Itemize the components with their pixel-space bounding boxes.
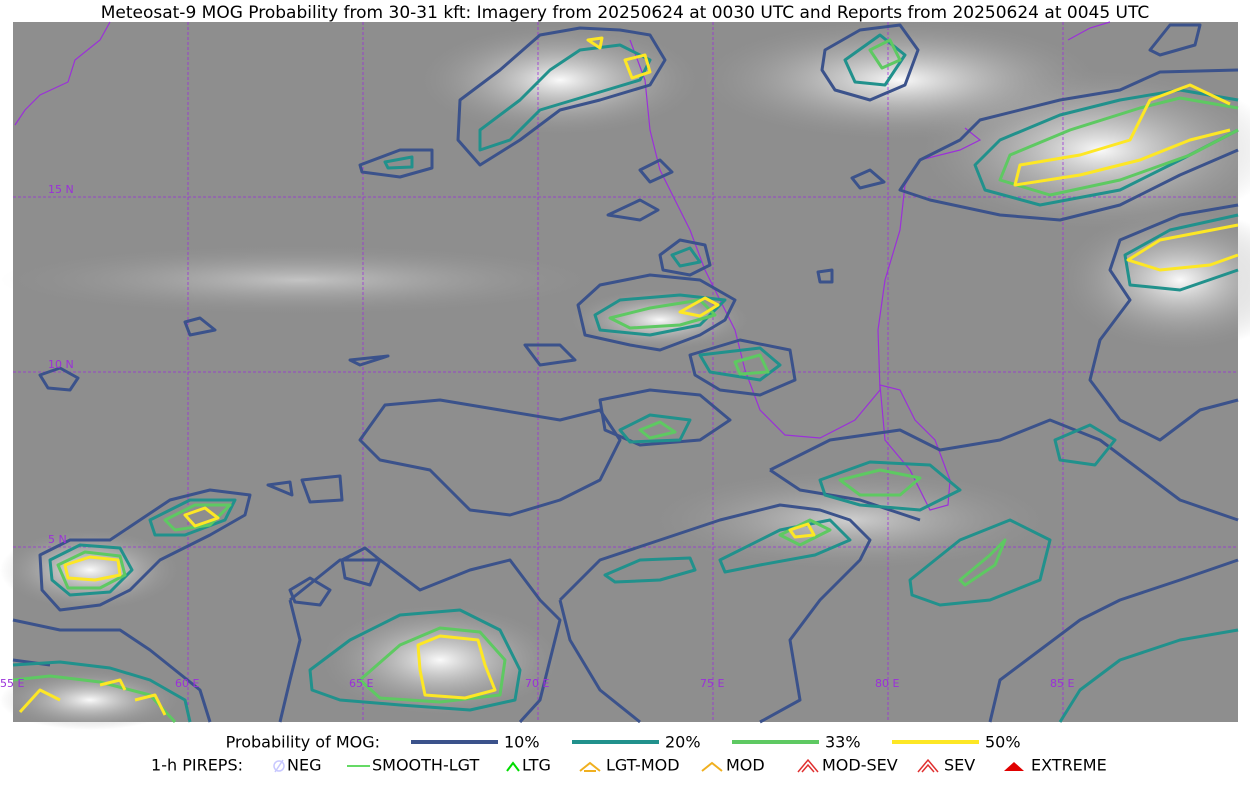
lon-label: 75 E bbox=[700, 677, 724, 690]
contour-33 bbox=[608, 298, 717, 330]
contour-20 bbox=[973, 88, 1239, 207]
pirep-icon bbox=[917, 758, 939, 773]
coast bbox=[879, 384, 951, 511]
contour-10 bbox=[278, 558, 562, 724]
contour-20 bbox=[48, 498, 237, 597]
pirep-icon bbox=[273, 760, 285, 772]
contour-20 bbox=[618, 346, 782, 444]
contour-20 bbox=[670, 246, 702, 268]
lon-label: 85 E bbox=[1050, 677, 1074, 690]
contour-33 bbox=[638, 353, 770, 440]
contour-20 bbox=[478, 43, 652, 152]
contour-10 bbox=[1088, 203, 1239, 442]
legend-entry: MOD bbox=[726, 756, 765, 775]
contour-20 bbox=[843, 33, 907, 87]
cloud bbox=[0, 245, 600, 315]
contour-33 bbox=[56, 503, 232, 590]
contour-10 bbox=[1148, 23, 1202, 57]
legend-entry: MOD-SEV bbox=[822, 756, 898, 775]
legend-entry: 20% bbox=[665, 733, 701, 752]
map: 15 N 10 N 5 N 55 E 60 E 65 E 70 E 75 E 8… bbox=[0, 20, 1250, 730]
pirep-icon bbox=[797, 758, 819, 773]
contour-10 bbox=[898, 68, 1239, 222]
contour-10 bbox=[658, 238, 712, 277]
lon-label: 80 E bbox=[875, 677, 899, 690]
legend-label: 1-h PIREPS: bbox=[151, 756, 243, 775]
contour-50 bbox=[1013, 83, 1231, 187]
title: Meteosat-9 MOG Probability from 30-31 kf… bbox=[101, 3, 1150, 23]
pirep-icon bbox=[701, 761, 723, 772]
legend-entry: EXTREME bbox=[1031, 756, 1107, 775]
pirep-icon bbox=[579, 761, 601, 772]
legend-entry: SMOOTH-LGT bbox=[372, 756, 479, 775]
contours bbox=[12, 23, 1239, 724]
contour-20 bbox=[383, 155, 414, 170]
pirep-icon bbox=[506, 761, 520, 772]
contour-50 bbox=[63, 506, 220, 582]
contour-33 bbox=[778, 518, 832, 547]
contour-10 bbox=[358, 398, 622, 517]
contour-33 bbox=[868, 38, 902, 70]
contour-50 bbox=[18, 678, 167, 716]
pirep-icon bbox=[1004, 762, 1024, 771]
contour-50 bbox=[678, 296, 720, 318]
legend-entry: LGT-MOD bbox=[606, 756, 680, 775]
cloud bbox=[420, 25, 700, 135]
lon-label: 70 E bbox=[525, 677, 549, 690]
contour-20 bbox=[308, 608, 522, 712]
contour-10 bbox=[598, 338, 797, 447]
lat-labels: 15 N 10 N 5 N bbox=[48, 183, 74, 546]
contour-50 bbox=[586, 36, 652, 80]
contour-20 bbox=[12, 660, 192, 723]
cloud bbox=[0, 670, 180, 730]
coast bbox=[1067, 21, 1111, 41]
legend-entry: NEG bbox=[287, 756, 321, 775]
contour-10 bbox=[456, 26, 667, 167]
lon-label: 55 E bbox=[0, 677, 24, 690]
contour-20 bbox=[818, 423, 1117, 607]
cloud bbox=[0, 530, 180, 610]
legend-entry: 50% bbox=[985, 733, 1021, 752]
contour-20 bbox=[1123, 213, 1239, 292]
contour-20 bbox=[603, 518, 852, 584]
contour-50 bbox=[1126, 223, 1239, 272]
contour-33 bbox=[998, 96, 1239, 197]
contour-33 bbox=[358, 626, 507, 704]
lon-labels: 55 E 60 E 65 E 70 E 75 E 80 E 85 E bbox=[0, 677, 1074, 690]
lat-label: 5 N bbox=[48, 533, 67, 546]
pirep-icon bbox=[274, 759, 284, 773]
lon-label: 65 E bbox=[349, 677, 373, 690]
legend-pireps: 1-h PIREPS: NEG SMOOTH-LGT LTG LGT-MOD M… bbox=[151, 756, 1107, 775]
contour-10 bbox=[558, 503, 872, 724]
legend-entry: 33% bbox=[825, 733, 861, 752]
lat-label: 10 N bbox=[48, 358, 74, 371]
legend-entry: LTG bbox=[522, 756, 551, 775]
contour-10 bbox=[820, 23, 920, 102]
contour-50 bbox=[416, 634, 497, 700]
lat-label: 15 N bbox=[48, 183, 74, 196]
coast bbox=[14, 21, 111, 126]
legend-probability: Probability of MOG: 10% 20% 33% 50% bbox=[226, 733, 1021, 752]
contour-10 bbox=[576, 273, 737, 352]
lon-label: 60 E bbox=[175, 677, 199, 690]
legend-label: Probability of MOG: bbox=[226, 733, 380, 752]
legend-entry: 10% bbox=[504, 733, 540, 752]
contour-10 bbox=[358, 148, 434, 179]
contour-20 bbox=[1058, 628, 1239, 723]
cloud bbox=[700, 20, 1100, 140]
legend-entry: SEV bbox=[944, 756, 975, 775]
contour-10 bbox=[38, 488, 252, 612]
cloud bbox=[1060, 210, 1250, 350]
cloud bbox=[320, 605, 560, 715]
contour-10 bbox=[38, 158, 886, 607]
contour-33 bbox=[838, 468, 1007, 587]
contour-50 bbox=[788, 522, 816, 539]
